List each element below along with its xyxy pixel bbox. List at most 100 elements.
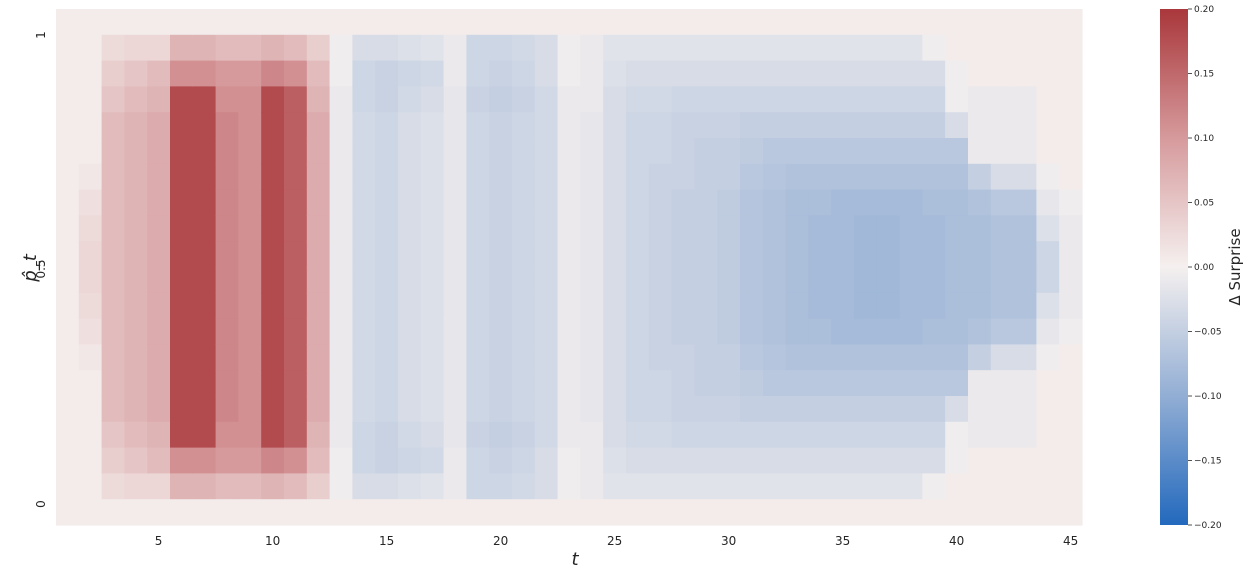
heatmap-cell — [306, 215, 331, 242]
heatmap-cell — [1013, 473, 1037, 500]
heatmap-cell — [398, 86, 422, 113]
heatmap-cell — [876, 344, 901, 371]
heatmap-cell — [238, 421, 262, 449]
heatmap-cell — [899, 112, 923, 139]
heatmap-cell — [534, 344, 559, 371]
heatmap-cell — [306, 370, 331, 397]
heatmap-cell — [603, 138, 627, 165]
heatmap-cell — [876, 318, 901, 345]
heatmap-cell — [124, 318, 148, 345]
heatmap-cell — [854, 60, 878, 87]
heatmap-cell — [580, 163, 604, 191]
heatmap-cell — [831, 163, 855, 191]
heatmap-cell — [557, 267, 581, 294]
heatmap-cell — [215, 86, 239, 113]
heatmap-cell — [56, 215, 80, 242]
heatmap-cell — [990, 60, 1015, 87]
heatmap-cell — [170, 447, 194, 474]
heatmap-cell — [762, 447, 787, 474]
heatmap-cell — [1059, 396, 1083, 423]
heatmap-cell — [990, 318, 1015, 345]
heatmap-cell — [922, 163, 946, 191]
heatmap-cell — [557, 370, 581, 397]
heatmap-cell — [899, 344, 923, 371]
heatmap-cell — [238, 215, 262, 242]
heatmap-cell — [990, 215, 1015, 242]
heatmap-cell — [557, 189, 581, 216]
heatmap-cell — [762, 499, 787, 526]
heatmap-cell — [854, 318, 878, 345]
heatmap-cell — [740, 86, 764, 113]
heatmap-cell — [398, 447, 422, 474]
heatmap-cell — [489, 138, 513, 165]
heatmap-cell — [466, 267, 490, 294]
heatmap-cell — [876, 499, 901, 526]
heatmap-cell — [1059, 370, 1083, 397]
heatmap-cell — [899, 241, 923, 268]
heatmap-cell — [785, 112, 809, 139]
heatmap-cell — [215, 60, 239, 87]
heatmap-cell — [398, 344, 422, 371]
heatmap-cell — [489, 318, 513, 345]
heatmap-cell — [557, 34, 581, 62]
x-axis-ticks: 5 10 15 20 25 30 35 40 45 — [155, 534, 1078, 548]
heatmap-cell — [329, 499, 353, 526]
heatmap-cell — [808, 112, 832, 139]
heatmap-cell — [306, 318, 331, 345]
heatmap-cell — [170, 112, 194, 139]
heatmap-cell — [420, 396, 445, 423]
heatmap-cell — [56, 267, 80, 294]
heatmap-cell — [945, 34, 969, 62]
heatmap-cell — [375, 499, 399, 526]
heatmap-cell — [1036, 189, 1060, 216]
heatmap-cell — [580, 344, 604, 371]
heatmap-cell — [489, 60, 513, 87]
heatmap-cell — [899, 447, 923, 474]
heatmap-cell — [238, 267, 262, 294]
heatmap-cell — [854, 138, 878, 165]
heatmap-cell — [398, 215, 422, 242]
heatmap-cell — [968, 215, 992, 242]
heatmap-cell — [124, 34, 148, 62]
heatmap-cell — [1013, 138, 1037, 165]
heatmap-cell — [192, 344, 217, 371]
heatmap-cell — [831, 396, 855, 423]
heatmap-cell — [648, 86, 673, 113]
heatmap-cell — [785, 215, 809, 242]
heatmap-cell — [1013, 267, 1037, 294]
heatmap-cell — [740, 421, 764, 449]
heatmap-cell — [512, 267, 536, 294]
heatmap-cell — [831, 241, 855, 268]
heatmap-cell — [489, 241, 513, 268]
heatmap-cell — [648, 60, 673, 87]
heatmap-cell — [740, 473, 764, 500]
heatmap-cell — [238, 447, 262, 474]
heatmap-cell — [124, 267, 148, 294]
heatmap-cell — [306, 396, 331, 423]
heatmap-cell — [671, 473, 695, 500]
heatmap-cell — [1013, 34, 1037, 62]
heatmap-cell — [968, 189, 992, 216]
heatmap-cell — [170, 163, 194, 191]
heatmap-cell — [740, 318, 764, 345]
heatmap-cell — [56, 447, 80, 474]
heatmap-cell — [762, 112, 787, 139]
heatmap-cell — [215, 370, 239, 397]
heatmap-cell — [284, 267, 308, 294]
heatmap-cell — [192, 473, 217, 500]
heatmap-cell — [78, 344, 103, 371]
heatmap-cell — [854, 112, 878, 139]
heatmap-cell — [831, 447, 855, 474]
heatmap-cell — [147, 292, 171, 320]
heatmap-cell — [603, 344, 627, 371]
heatmap-cell — [990, 499, 1015, 526]
heatmap-cell — [261, 499, 285, 526]
heatmap-cell — [580, 138, 604, 165]
heatmap-cell — [990, 9, 1015, 36]
heatmap-cell — [717, 241, 741, 268]
heatmap-cell — [922, 370, 946, 397]
heatmap-cell — [694, 267, 718, 294]
heatmap-cell — [762, 241, 787, 268]
heatmap-cell — [329, 473, 353, 500]
heatmap-cell — [1036, 138, 1060, 165]
